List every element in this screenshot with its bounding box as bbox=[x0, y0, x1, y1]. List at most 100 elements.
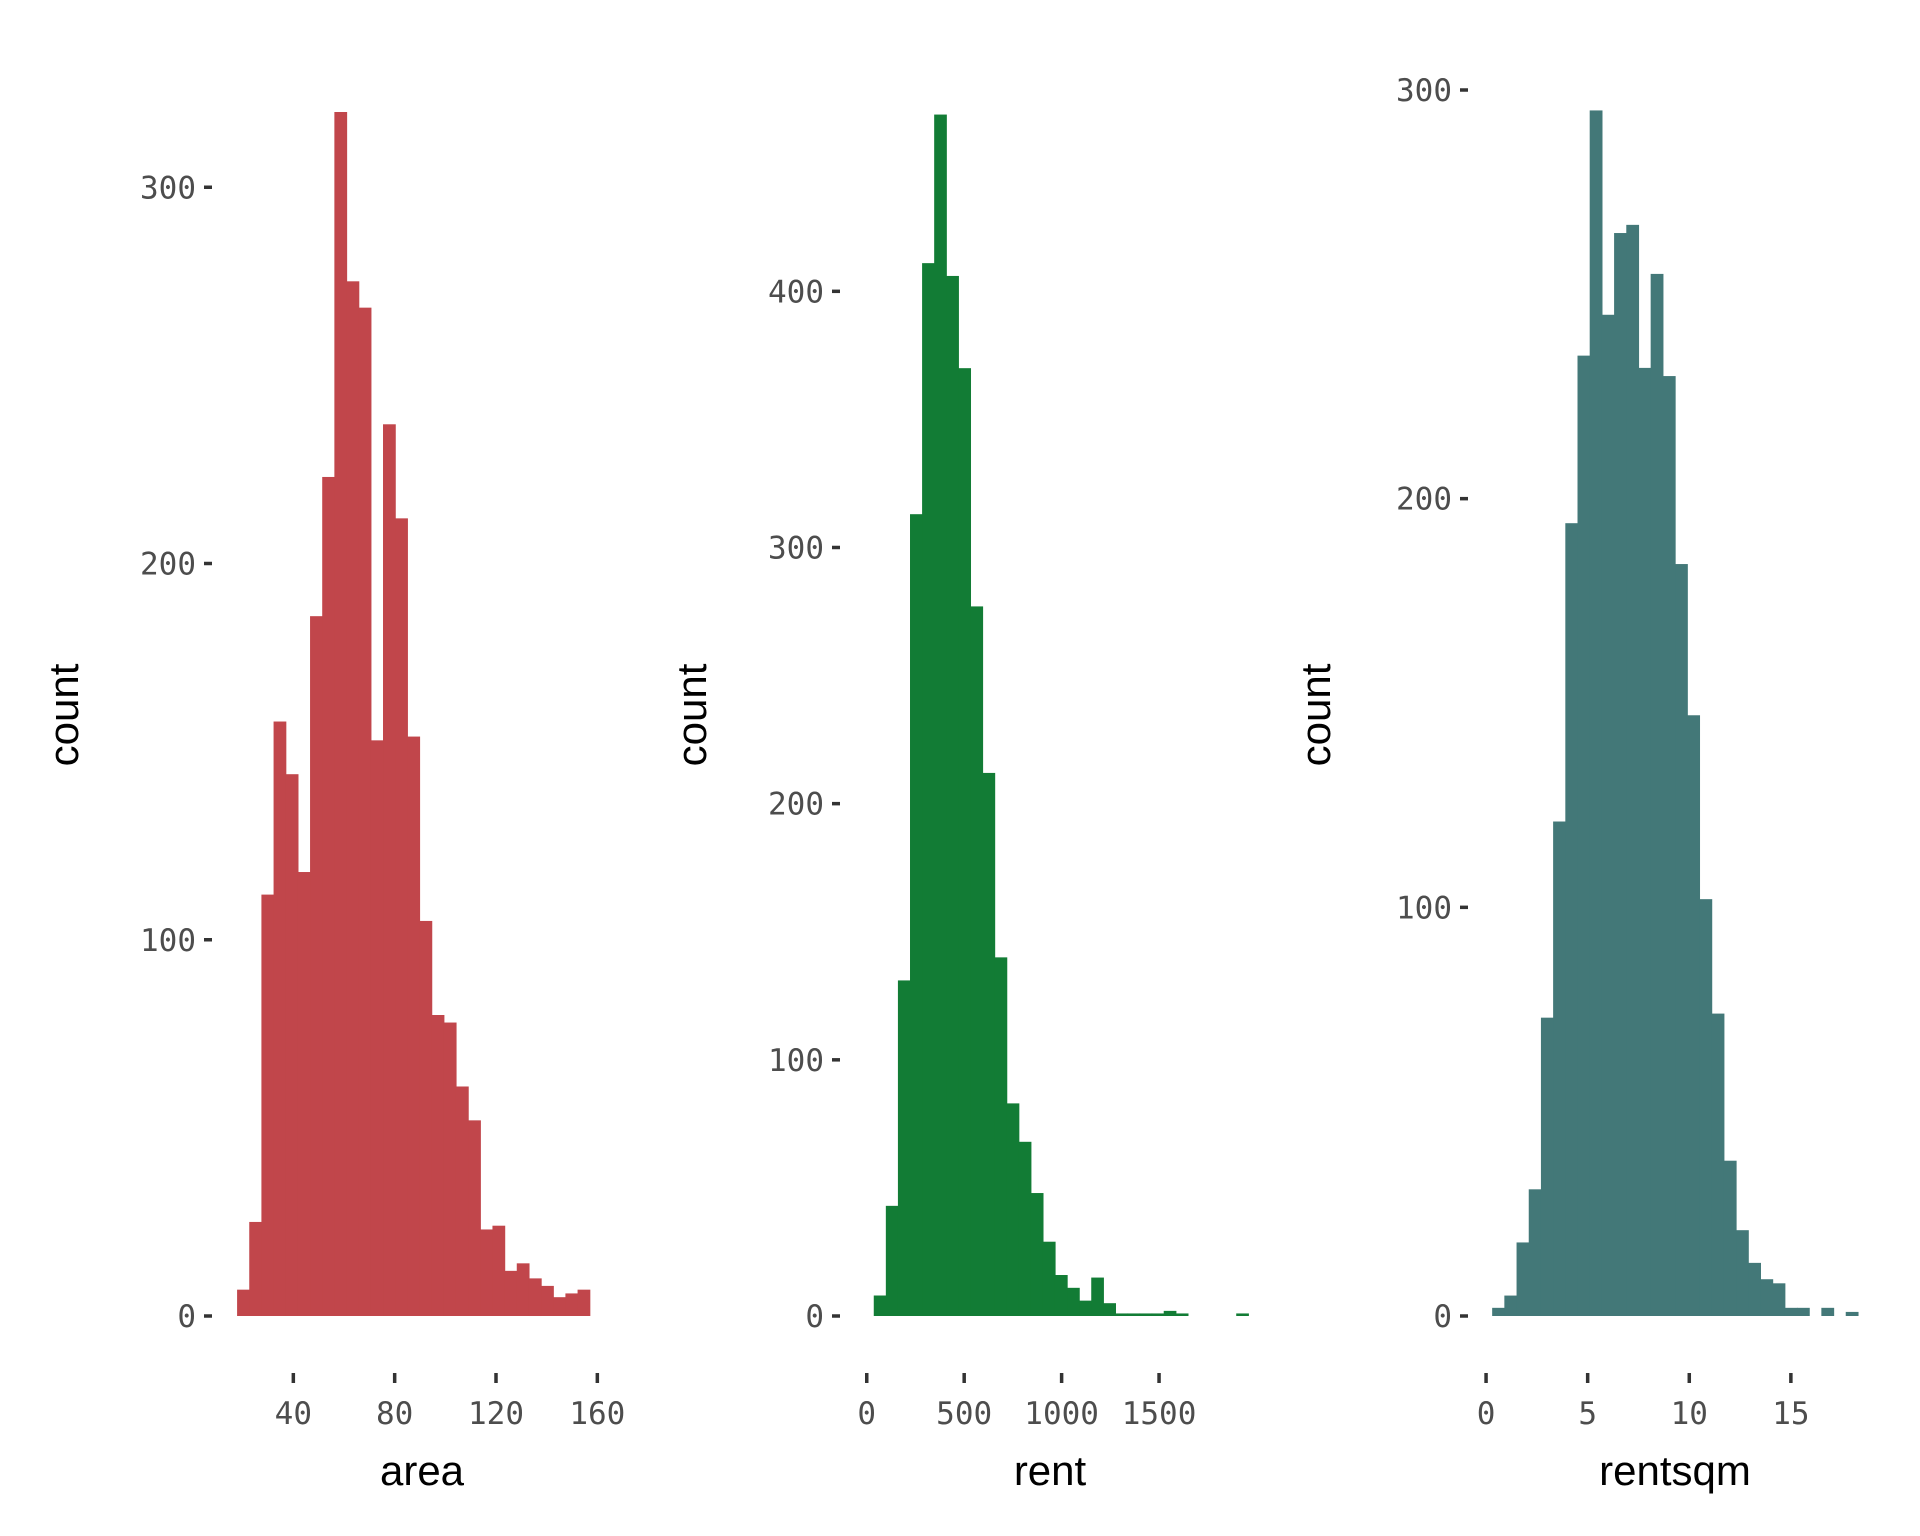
y-tick-label: 300 bbox=[768, 530, 824, 566]
bar bbox=[492, 1225, 506, 1316]
bar bbox=[480, 1229, 494, 1316]
bar bbox=[970, 606, 984, 1316]
bar bbox=[1528, 1189, 1542, 1316]
bar bbox=[1151, 1313, 1165, 1316]
bar bbox=[431, 1015, 445, 1316]
x-tick-label: 0 bbox=[857, 1396, 876, 1432]
x-tick-label: 80 bbox=[376, 1396, 413, 1432]
bar bbox=[322, 476, 335, 1317]
bar bbox=[285, 774, 299, 1316]
bar bbox=[1748, 1262, 1761, 1316]
bar bbox=[407, 736, 421, 1316]
bar bbox=[1006, 1103, 1020, 1316]
panel-rentsqm: 0 100 200 300 0 5 10 15 rentsqm count bbox=[1292, 73, 1859, 1494]
bar bbox=[1103, 1303, 1116, 1316]
bar bbox=[1723, 1160, 1737, 1316]
bar bbox=[1687, 715, 1701, 1316]
bar bbox=[1054, 1275, 1068, 1316]
bar bbox=[455, 1086, 469, 1316]
x-tick-label: 40 bbox=[275, 1396, 312, 1432]
bar bbox=[1821, 1307, 1835, 1316]
y-tick-label: 200 bbox=[1396, 482, 1452, 518]
bar bbox=[370, 740, 384, 1316]
bar bbox=[934, 114, 947, 1316]
bar bbox=[249, 1221, 263, 1316]
bar bbox=[1067, 1287, 1080, 1316]
bar bbox=[1139, 1313, 1153, 1316]
x-tick-label: 160 bbox=[569, 1396, 625, 1432]
bar bbox=[237, 1289, 250, 1316]
y-tick-label: 0 bbox=[177, 1299, 196, 1335]
y-axis-title: count bbox=[40, 663, 87, 766]
y-tick-label: 400 bbox=[768, 274, 824, 310]
y-axis-title: count bbox=[1292, 663, 1339, 766]
bar bbox=[419, 920, 433, 1316]
bar bbox=[443, 1022, 457, 1316]
bar bbox=[383, 424, 396, 1316]
bar bbox=[1079, 1300, 1092, 1316]
y-tick-label: 100 bbox=[1396, 890, 1452, 926]
bar bbox=[897, 980, 911, 1316]
y-tick-label: 200 bbox=[768, 787, 824, 823]
bar bbox=[1163, 1310, 1177, 1316]
bar bbox=[1492, 1307, 1505, 1316]
bar bbox=[1796, 1307, 1810, 1316]
bar bbox=[504, 1270, 518, 1316]
bar bbox=[553, 1297, 567, 1316]
bar bbox=[1675, 564, 1688, 1316]
bar bbox=[297, 872, 311, 1316]
bar bbox=[1504, 1295, 1518, 1316]
bar bbox=[1736, 1230, 1749, 1316]
bar bbox=[1711, 1013, 1725, 1316]
x-tick-label: 1000 bbox=[1024, 1396, 1099, 1432]
bar bbox=[1236, 1313, 1249, 1316]
bar bbox=[541, 1285, 554, 1316]
bar bbox=[1565, 523, 1579, 1316]
y-tick-label: 0 bbox=[1433, 1299, 1452, 1335]
bar bbox=[1115, 1313, 1129, 1316]
bar bbox=[565, 1293, 579, 1316]
bar bbox=[1127, 1313, 1141, 1316]
bar bbox=[922, 263, 935, 1316]
bar bbox=[1516, 1242, 1530, 1316]
x-tick-label: 1500 bbox=[1122, 1396, 1197, 1432]
x-tick-label: 0 bbox=[1477, 1396, 1496, 1432]
bar bbox=[1772, 1283, 1786, 1316]
bar bbox=[994, 957, 1008, 1316]
bar bbox=[1638, 367, 1652, 1316]
bar bbox=[1030, 1193, 1044, 1316]
x-tick-label: 500 bbox=[936, 1396, 992, 1432]
bar bbox=[1091, 1277, 1104, 1316]
x-axis-title: rentsqm bbox=[1599, 1447, 1751, 1494]
bar bbox=[334, 112, 348, 1316]
y-tick-label: 0 bbox=[805, 1299, 824, 1335]
bar bbox=[873, 1295, 887, 1316]
bar bbox=[1614, 233, 1627, 1316]
bar bbox=[946, 275, 959, 1317]
bar bbox=[982, 772, 996, 1316]
bar bbox=[958, 368, 972, 1316]
bar bbox=[468, 1120, 481, 1316]
bar bbox=[1018, 1141, 1032, 1316]
bar bbox=[1589, 110, 1603, 1316]
bar bbox=[577, 1289, 591, 1316]
bar bbox=[395, 518, 408, 1316]
bar bbox=[358, 307, 372, 1316]
x-axis-title: area bbox=[380, 1447, 465, 1494]
x-tick-label: 15 bbox=[1772, 1396, 1809, 1432]
bar bbox=[1540, 1017, 1554, 1316]
bar bbox=[1577, 355, 1591, 1316]
x-axis-title: rent bbox=[1014, 1447, 1087, 1494]
panel-area: 0 100 200 300 40 80 120 160 area count bbox=[40, 112, 625, 1494]
bar bbox=[1601, 314, 1615, 1316]
bar bbox=[1845, 1311, 1859, 1316]
bar bbox=[346, 281, 360, 1316]
y-tick-label: 100 bbox=[140, 923, 196, 959]
bar bbox=[1699, 899, 1713, 1316]
y-tick-label: 300 bbox=[1396, 73, 1452, 109]
x-tick-label: 5 bbox=[1578, 1396, 1597, 1432]
bar bbox=[1784, 1307, 1798, 1316]
bar bbox=[885, 1205, 899, 1316]
x-tick-label: 10 bbox=[1671, 1396, 1708, 1432]
bar bbox=[273, 721, 287, 1316]
